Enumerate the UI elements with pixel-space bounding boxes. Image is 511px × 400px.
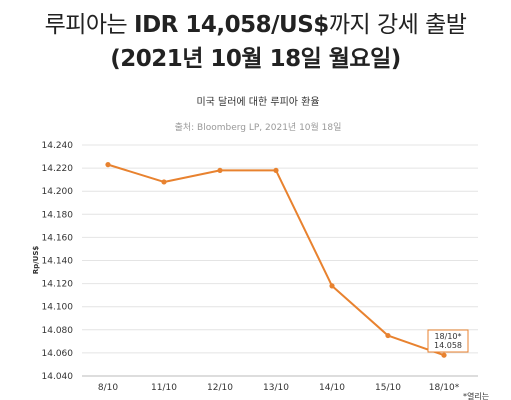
x-tick-label: 12/10 bbox=[207, 383, 233, 393]
gridlines bbox=[82, 144, 478, 377]
y-tick-label: 14.060 bbox=[42, 349, 74, 359]
y-tick-label: 14.100 bbox=[42, 303, 74, 313]
y-tick-label: 14.040 bbox=[42, 372, 74, 382]
x-tick-label: 13/10 bbox=[263, 383, 289, 393]
x-tick-labels: 8/10 11/10 12/10 13/10 14/10 15/10 18/10* bbox=[98, 383, 460, 393]
series-line bbox=[107, 163, 445, 357]
data-point bbox=[273, 167, 279, 174]
headline-pre: 루피아는 bbox=[44, 12, 135, 38]
annotation-value: 14.058 bbox=[434, 341, 462, 350]
headline-line-2: (2021년 10월 18일 월요일) bbox=[110, 46, 401, 72]
data-point bbox=[441, 352, 447, 358]
annotation-box bbox=[427, 329, 469, 353]
last-value-annotation: 18/10*14.058 bbox=[427, 329, 469, 353]
y-tick-label: 14.080 bbox=[42, 326, 74, 336]
y-tick-labels: 14.240 14.220 14.200 14.180 14.160 14.140 14.1… bbox=[42, 141, 74, 382]
x-tick-label: 11/10 bbox=[151, 383, 177, 393]
x-tick-label: 18/10* bbox=[429, 383, 460, 393]
chart-source: 출처: Bloomberg LP, 2021년 10월 18일 bbox=[175, 121, 342, 133]
y-tick-label: 14.240 bbox=[42, 141, 74, 151]
data-point bbox=[385, 332, 391, 339]
chart-title: 미국 달러에 대한 루피아 환율 bbox=[196, 96, 319, 108]
headline-post: 까지 강세 출발 bbox=[328, 12, 467, 38]
series-line-path bbox=[107, 163, 445, 357]
x-tick-label: 8/10 bbox=[98, 383, 118, 393]
data-point bbox=[161, 179, 167, 185]
y-tick-label: 14.180 bbox=[42, 210, 74, 220]
headline-bold: IDR 14,058/US$ bbox=[134, 12, 329, 38]
footnote: *열리는 bbox=[463, 392, 489, 400]
headline-line-1: 루피아는 IDR 14,058/US$까지 강세 출발 bbox=[0, 10, 511, 40]
data-point bbox=[105, 162, 111, 168]
annotation-date: 18/10* bbox=[434, 332, 461, 341]
y-axis-label: Rp/US$ bbox=[32, 246, 40, 275]
x-tick-label: 14/10 bbox=[319, 383, 345, 393]
series-points bbox=[105, 162, 447, 358]
data-point bbox=[217, 167, 223, 174]
y-tick-label: 14.220 bbox=[42, 164, 74, 174]
data-point bbox=[329, 283, 335, 289]
y-tick-label: 14.200 bbox=[42, 187, 74, 197]
y-tick-label: 14.140 bbox=[42, 257, 74, 267]
y-tick-label: 14.160 bbox=[42, 233, 74, 243]
x-tick-label: 15/10 bbox=[375, 383, 401, 393]
y-tick-label: 14.120 bbox=[42, 280, 74, 290]
